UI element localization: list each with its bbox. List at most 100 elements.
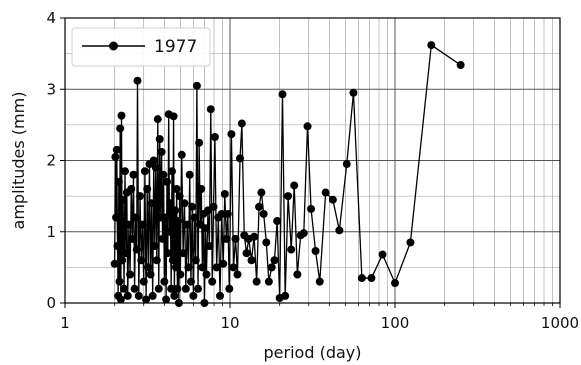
data-point: [357, 274, 366, 283]
data-point: [112, 213, 121, 222]
data-point: [114, 177, 123, 186]
data-point: [168, 256, 177, 265]
data-point: [231, 234, 240, 243]
data-point: [110, 259, 119, 268]
data-point: [165, 227, 174, 236]
data-point: [142, 295, 151, 304]
data-point: [118, 256, 127, 265]
data-point: [335, 226, 344, 235]
data-point: [127, 185, 136, 193]
data-point: [210, 132, 219, 141]
data-point: [149, 156, 158, 165]
y-tick-label: 4: [46, 9, 56, 27]
data-point: [124, 220, 133, 229]
data-point: [321, 188, 330, 197]
data-point: [136, 192, 145, 201]
data-point: [143, 185, 152, 193]
data-point: [189, 291, 198, 300]
data-point: [130, 284, 139, 293]
data-point: [172, 185, 181, 193]
legend-marker: [109, 41, 118, 51]
x-axis-title: period (day): [264, 343, 362, 362]
data-point: [236, 154, 245, 163]
data-point: [121, 249, 130, 258]
data-point: [151, 163, 160, 172]
data-point: [144, 263, 153, 272]
y-axis-title: amplitudes (mm): [9, 92, 28, 230]
data-point: [328, 195, 337, 204]
data-point: [270, 256, 279, 265]
data-point: [152, 256, 161, 265]
data-point: [140, 167, 149, 176]
data-point: [162, 295, 171, 304]
data-point: [171, 206, 180, 215]
data-point: [139, 277, 148, 286]
y-tick-label: 2: [46, 152, 56, 170]
data-point: [116, 124, 125, 133]
legend-box: [71, 27, 211, 67]
data-point: [311, 246, 320, 255]
data-point: [242, 249, 251, 258]
data-point: [180, 199, 189, 208]
data-point: [205, 242, 214, 250]
data-point: [150, 242, 159, 250]
data-point: [237, 119, 246, 128]
data-point: [223, 209, 232, 218]
data-point: [227, 130, 236, 139]
data-point: [190, 213, 199, 222]
data-point: [137, 256, 146, 265]
data-point: [262, 238, 271, 247]
data-point: [146, 270, 155, 279]
data-point: [406, 238, 415, 247]
data-point: [113, 242, 122, 250]
data-point: [134, 291, 143, 300]
data-point: [198, 263, 207, 272]
data-point: [188, 202, 197, 211]
x-tick-label: 10: [220, 314, 239, 332]
data-point: [138, 220, 147, 229]
data-point: [170, 291, 179, 300]
data-point: [192, 81, 201, 90]
data-point: [148, 291, 157, 300]
y-tick-label: 1: [46, 223, 56, 241]
data-point: [171, 263, 180, 272]
data-point: [264, 277, 273, 286]
data-point: [303, 122, 312, 131]
data-point: [173, 284, 182, 293]
y-tick-label: 0: [46, 294, 56, 312]
data-point: [391, 279, 399, 288]
data-point: [162, 177, 171, 186]
data-point: [111, 152, 120, 161]
data-point: [177, 150, 186, 159]
data-point: [195, 138, 204, 147]
data-point: [160, 277, 169, 286]
data-point: [115, 277, 124, 286]
data-point: [315, 277, 324, 286]
data-point: [153, 115, 162, 124]
data-point: [186, 277, 195, 286]
data-point: [128, 234, 137, 243]
data-point: [116, 295, 125, 304]
data-point: [257, 188, 266, 197]
x-tick-label: 1: [60, 314, 70, 332]
data-point: [201, 224, 210, 233]
data-point: [378, 250, 387, 259]
y-tick-label: 3: [46, 80, 56, 98]
data-point: [212, 263, 221, 272]
data-point: [209, 202, 218, 211]
data-point: [167, 167, 176, 176]
data-point: [174, 217, 183, 226]
data-point: [293, 270, 302, 279]
data-point: [176, 270, 185, 279]
data-point: [456, 61, 465, 70]
data-point: [349, 88, 358, 97]
data-point: [252, 277, 261, 286]
x-tick-label: 100: [381, 314, 410, 332]
data-point: [284, 192, 293, 201]
data-point: [129, 170, 138, 179]
data-point: [159, 170, 168, 179]
data-point: [255, 202, 264, 211]
data-point: [133, 76, 142, 85]
